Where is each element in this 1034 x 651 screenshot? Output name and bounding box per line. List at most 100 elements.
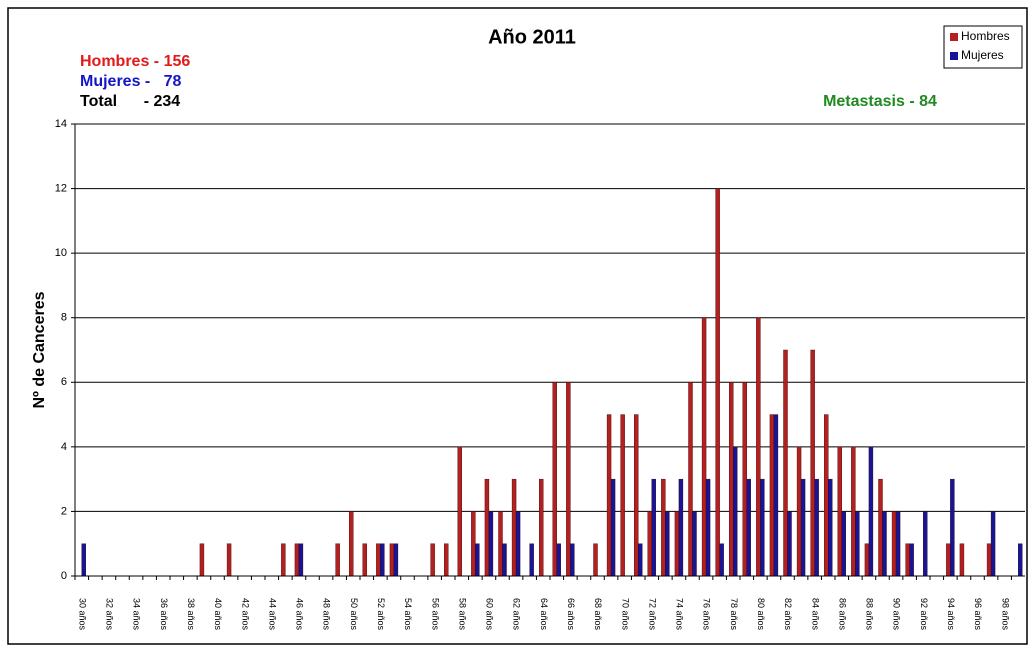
x-tick-label: 98 años [1000,598,1010,631]
annotation: Metastasis - 84 [823,93,937,110]
bar [570,543,575,577]
bar [946,543,951,577]
x-tick-label: 32 años [105,598,115,631]
bar [539,478,544,577]
bar [909,543,914,577]
chart-title: Año 2011 [488,26,576,48]
x-tick-label: 66 años [566,598,576,631]
x-tick-label: 54 años [403,598,413,631]
legend-swatch [950,33,958,41]
bar [769,414,775,577]
x-tick-label: 34 años [132,598,142,631]
y-tick-label: 10 [55,247,67,259]
x-tick-label: 40 años [213,598,223,631]
y-tick-label: 14 [55,118,67,130]
x-tick-label: 48 años [322,598,332,631]
bar [294,543,300,577]
bar [511,478,517,577]
bar [226,543,232,577]
x-tick-label: 78 años [729,598,739,631]
legend-label: Mujeres [961,48,1004,62]
bar [529,543,534,577]
x-tick-label: 92 años [919,598,929,631]
bar [733,446,738,577]
bar [742,382,747,577]
x-tick-label: 36 años [159,598,169,631]
bar [610,478,616,577]
y-tick-label: 0 [61,570,67,582]
bar [593,543,598,577]
bar [891,511,897,577]
bar [715,188,720,577]
y-tick-label: 2 [61,505,67,517]
bar [515,511,521,577]
bar [796,446,802,577]
bar [362,543,367,577]
bar [634,414,639,577]
bar [502,543,507,577]
bar [729,382,734,577]
x-tick-label: 60 años [485,598,495,631]
y-tick-label: 4 [61,441,67,453]
bar [665,511,670,577]
x-tick-label: 58 años [457,598,467,631]
bar [800,478,806,577]
bar [389,543,395,577]
annotation: Mujeres - 78 [80,73,181,90]
bar [950,478,955,577]
y-tick-label: 12 [55,182,67,194]
x-tick-label: 42 años [240,598,250,631]
bar [783,349,788,577]
bar [475,543,480,577]
bar [990,511,996,577]
x-tick-label: 84 años [810,598,820,631]
bar [810,349,815,577]
bar [923,511,928,577]
bar [661,478,666,577]
x-tick-label: 88 años [865,598,875,631]
bar [376,543,381,577]
bar [678,478,684,577]
bar [199,543,205,577]
bar [298,543,304,577]
legend-label: Hombres [961,29,1010,43]
bar [484,478,490,577]
bar [828,478,833,577]
bar [380,543,385,577]
x-tick-label: 50 años [349,598,359,631]
x-tick-label: 76 años [702,598,712,631]
bar [552,382,557,577]
x-tick-label: 74 años [675,598,685,631]
bar [651,478,656,577]
bar [556,543,561,577]
bar [719,543,724,577]
bar [959,543,965,577]
bar [864,543,870,577]
bar [868,446,874,577]
bar [647,511,652,577]
x-tick-label: 62 años [512,598,522,631]
bar [773,414,779,577]
x-tick-label: 80 años [756,598,766,631]
x-tick-label: 70 años [620,598,630,631]
bar [705,478,711,577]
bar [746,478,751,577]
bar [837,446,842,577]
bar [760,478,765,577]
annotation: Hombres - 156 [80,53,190,70]
y-tick-label: 8 [61,312,67,324]
bar [701,317,707,577]
bar [787,511,792,577]
bar [814,478,819,577]
bar [895,511,901,577]
bar [393,543,399,577]
bar [674,511,680,577]
bar [851,446,856,577]
bar [1018,543,1023,577]
legend-box [943,25,1023,69]
bar [281,543,286,577]
bar [349,511,354,577]
annotation: Total - 234 [80,93,180,110]
bar [878,478,883,577]
